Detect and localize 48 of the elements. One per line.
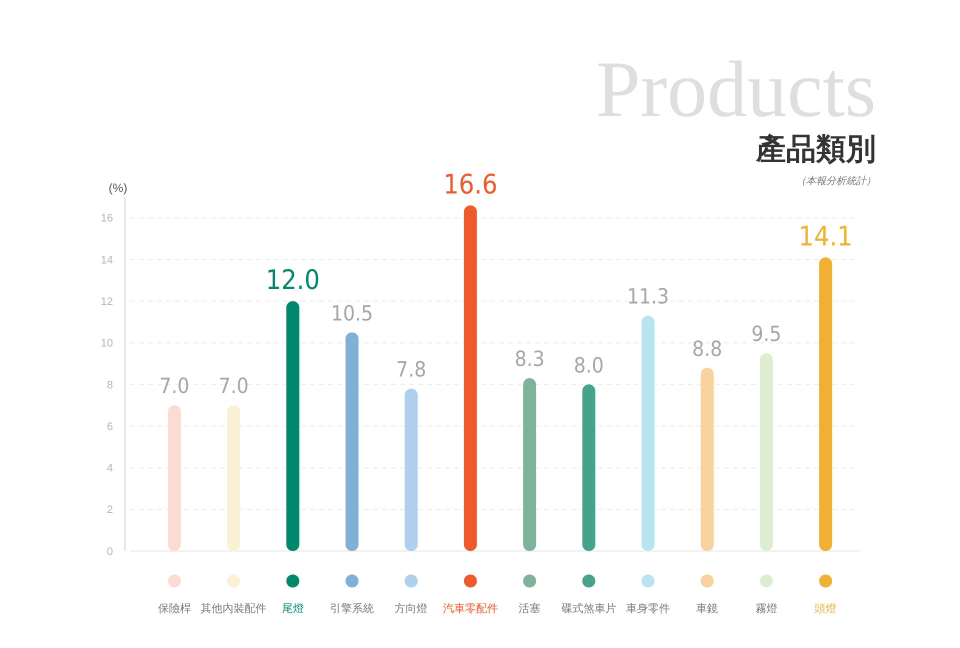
y-tick-label: 4 — [106, 462, 113, 475]
data-label: 7.0 — [218, 374, 249, 398]
x-tick-label: 汽車零配件 — [442, 602, 498, 615]
x-tick-label: 活塞 — [518, 602, 541, 615]
bar — [227, 405, 240, 551]
y-tick-label: 10 — [100, 338, 113, 350]
bar — [346, 332, 358, 551]
x-tick-label: 其他內裝配件 — [200, 602, 267, 615]
x-tick-label: 方向燈 — [394, 602, 428, 615]
bar — [700, 368, 714, 551]
x-tick-label: 引擎系統 — [330, 602, 374, 615]
bar — [464, 205, 477, 551]
y-tick-label: 14 — [100, 254, 113, 266]
bar — [168, 405, 181, 551]
y-tick-label: 6 — [106, 420, 113, 433]
data-label: 14.1 — [798, 221, 853, 252]
bar — [404, 388, 418, 551]
x-tick-label: 車身零件 — [626, 602, 670, 615]
bar — [642, 316, 654, 551]
data-label: 7.8 — [396, 358, 426, 382]
y-axis-title: (%) — [108, 181, 128, 195]
y-tick-label: 2 — [106, 504, 113, 516]
data-label: 7.0 — [159, 374, 190, 398]
data-label: 9.5 — [751, 322, 782, 346]
data-label: 11.3 — [626, 284, 670, 309]
x-tick-label: 尾燈 — [282, 603, 304, 615]
x-tick-label: 頭燈 — [814, 603, 837, 615]
y-tick-label: 8 — [106, 379, 113, 392]
data-label: 12.0 — [266, 265, 320, 296]
y-tick-label: 12 — [100, 296, 113, 308]
x-tick-label: 車鏡 — [696, 602, 718, 615]
data-label: 16.6 — [443, 169, 498, 200]
bar — [819, 257, 832, 551]
x-tick-label: 碟式煞車片 — [561, 602, 616, 615]
bar — [760, 353, 773, 551]
chart-subtitle: 產品類別 — [755, 132, 876, 167]
y-tick-label: 0 — [106, 546, 113, 558]
data-label: 8.0 — [574, 353, 604, 378]
text: （本報分析統計） — [796, 175, 876, 187]
data-label: 8.8 — [692, 336, 722, 361]
data-label: 8.3 — [514, 347, 545, 372]
y-tick-label: 16 — [100, 212, 113, 225]
x-tick-label: 霧燈 — [755, 603, 778, 615]
x-tick-label: 保險桿 — [158, 603, 191, 615]
bar — [523, 378, 536, 551]
data-label: 10.5 — [330, 301, 374, 326]
bar — [582, 384, 596, 551]
bar — [286, 301, 300, 551]
